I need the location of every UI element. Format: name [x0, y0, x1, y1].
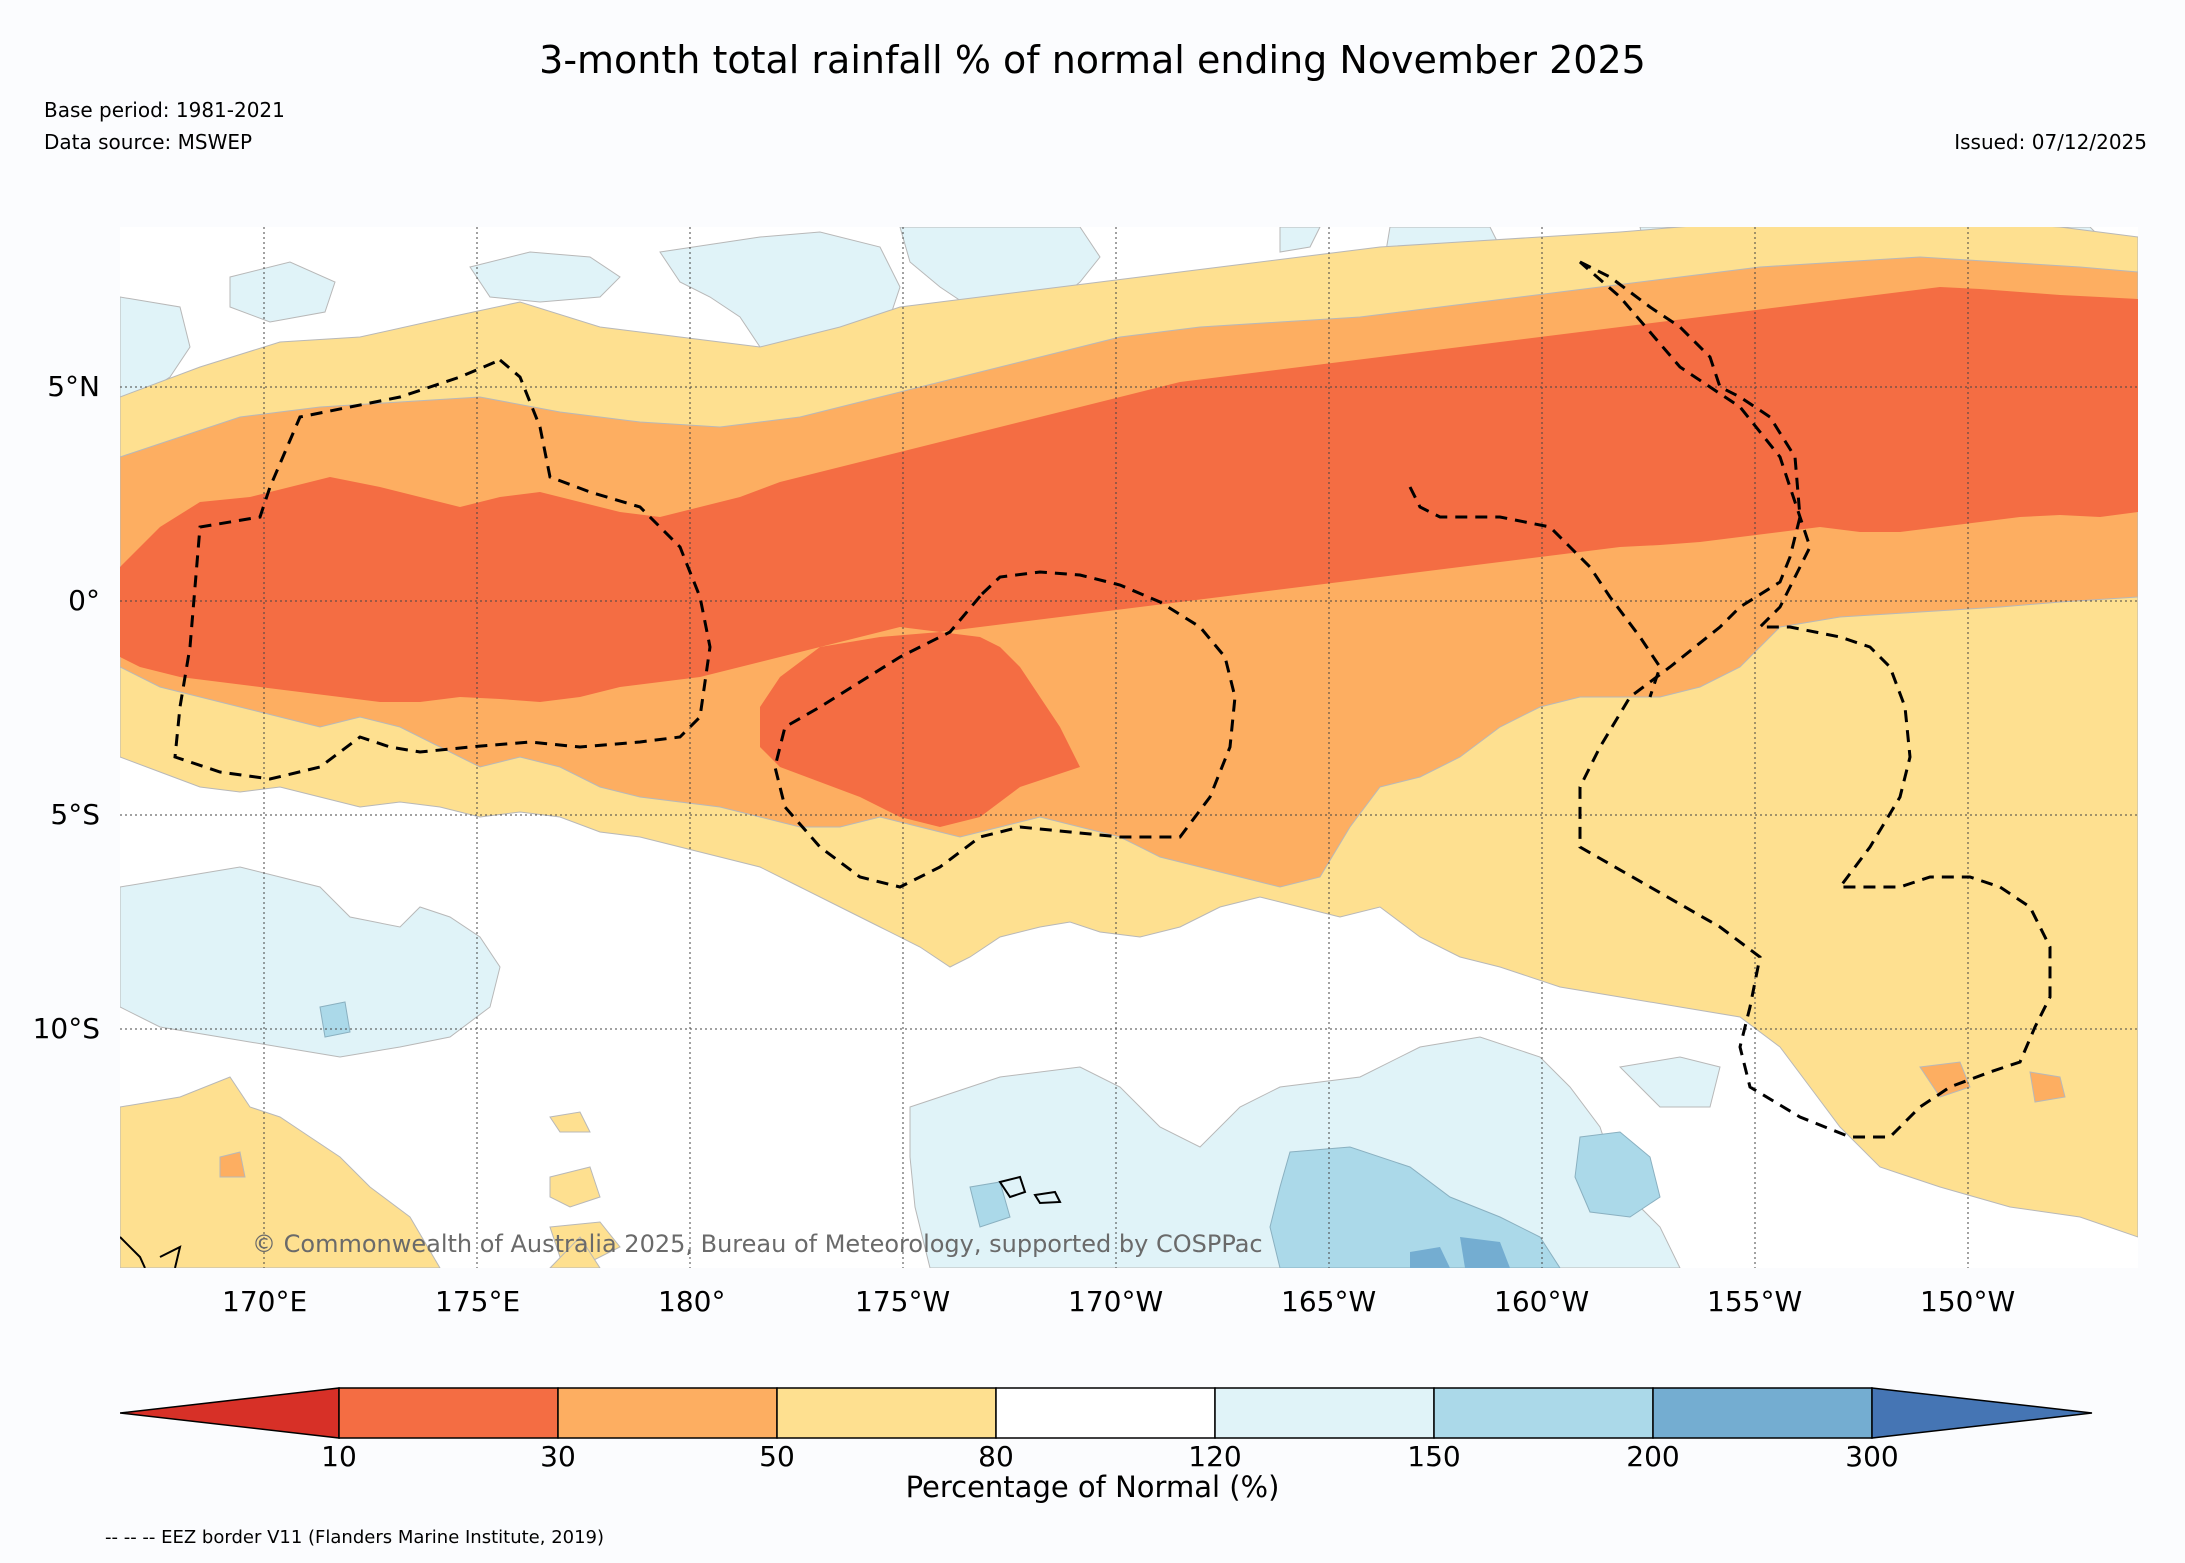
lat-label-10s: 10°S [32, 1012, 100, 1045]
islands [120, 1175, 1062, 1268]
rainfall-map-svg [120, 227, 2138, 1268]
eez-borders [173, 260, 2052, 1139]
colorbar-segment-10-30 [338, 1387, 559, 1439]
colorbar [120, 1387, 2093, 1439]
colorbar-tick-200: 200 [1626, 1440, 1680, 1473]
eez-footnote: -- -- -- EEZ border V11 (Flanders Marine… [105, 1527, 605, 1548]
colorbar-tick-30: 30 [540, 1440, 576, 1473]
colorbar-segment-200-300 [1652, 1387, 1873, 1439]
lat-label-5n: 5°N [47, 370, 100, 403]
colorbar-tick-10: 10 [321, 1440, 357, 1473]
colorbar-segment-120-150 [1214, 1387, 1435, 1439]
colorbar-segment-30-50 [557, 1387, 778, 1439]
lon-label-175w: 175°W [855, 1285, 951, 1318]
lon-label-180: 180° [658, 1285, 726, 1318]
issued-date: Issued: 07/12/2025 [1954, 130, 2147, 154]
rainfall-map [120, 227, 2138, 1268]
very-low-regions [120, 287, 2138, 827]
colorbar-title: Percentage of Normal (%) [905, 1470, 1280, 1504]
copyright-notice: © Commonwealth of Australia 2025, Bureau… [252, 1230, 1263, 1258]
map-title: 3-month total rainfall % of normal endin… [539, 38, 1646, 82]
colorbar-tick-120: 120 [1188, 1440, 1242, 1473]
colorbar-tick-300: 300 [1845, 1440, 1899, 1473]
colorbar-low-extension [120, 1387, 340, 1439]
base-period: Base period: 1981-2021 [44, 98, 285, 122]
colorbar-segment-80-120 [995, 1387, 1216, 1439]
colorbar-high-extension [1871, 1387, 2093, 1439]
extreme-wet-regions [1410, 1237, 1510, 1268]
lon-label-160w: 160°W [1494, 1285, 1590, 1318]
colorbar-segment-50-80 [776, 1387, 997, 1439]
lon-label-175e: 175°E [435, 1285, 521, 1318]
lat-label-0: 0° [68, 584, 100, 617]
colorbar-tick-50: 50 [759, 1440, 795, 1473]
lon-label-150w: 150°W [1920, 1285, 2016, 1318]
colorbar-segment-150-200 [1433, 1387, 1654, 1439]
lon-label-170e: 170°E [222, 1285, 308, 1318]
lon-label-165w: 165°W [1281, 1285, 1377, 1318]
lon-label-170w: 170°W [1068, 1285, 1164, 1318]
data-source: Data source: MSWEP [44, 130, 253, 154]
colorbar-tick-150: 150 [1407, 1440, 1461, 1473]
lat-label-5s: 5°S [50, 798, 100, 831]
colorbar-tick-80: 80 [978, 1440, 1014, 1473]
lon-label-155w: 155°W [1707, 1285, 1803, 1318]
very-wet-regions [319, 298, 1661, 1268]
